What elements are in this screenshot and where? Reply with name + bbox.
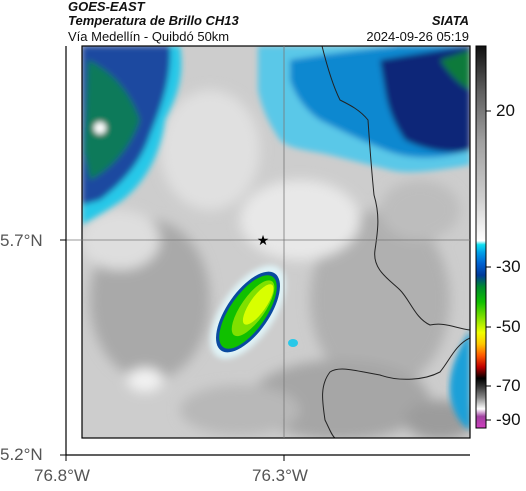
colorbar-ticks: [486, 110, 491, 421]
convective-core: [210, 265, 298, 359]
border-lines: [321, 46, 470, 438]
colorbar-label: -50: [496, 317, 521, 336]
x-tick-label: 76.3°W: [252, 466, 308, 485]
route-subtitle: Vía Medellín - Quibdó 50km: [68, 29, 230, 44]
colorbar-label: 20: [496, 101, 515, 120]
x-tick-label: 76.8°W: [34, 466, 90, 485]
colorbar-label: -70: [496, 376, 521, 395]
reference-star-icon: ★: [257, 233, 270, 249]
brightness-temperature-field: [82, 46, 470, 438]
timestamp: 2024-09-26 05:19: [366, 29, 469, 44]
brand-label: SIATA: [431, 13, 469, 28]
cloud-northeast: [258, 46, 470, 173]
cloud-northwest: [82, 46, 182, 225]
map-frame: [81, 45, 471, 439]
y-tick-label: 5.7°N: [0, 231, 43, 250]
colorbar-label: -90: [496, 410, 521, 429]
y-tick-label: 5.2°N: [0, 445, 43, 464]
product-title: Temperatura de Brillo CH13: [68, 13, 239, 28]
satellite-title: GOES-EAST: [68, 0, 145, 14]
colorbar-label: -30: [496, 257, 521, 276]
colorbar: [475, 45, 487, 429]
cloud-east: [449, 330, 470, 430]
